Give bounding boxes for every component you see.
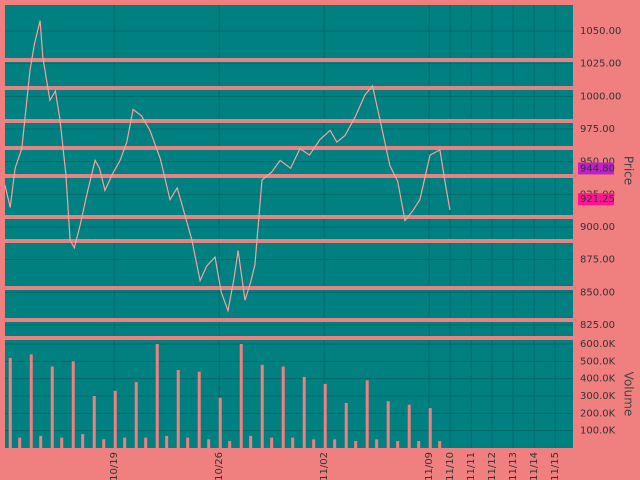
- y-tick-label: 500.0K: [580, 356, 616, 367]
- volume-bar: [270, 437, 274, 448]
- volume-bar: [302, 376, 306, 448]
- x-tick-label: 11/02: [319, 452, 330, 480]
- y-axis-label: Price: [622, 156, 636, 185]
- x-tick-label: 11/13: [508, 452, 519, 480]
- volume-bar: [291, 437, 295, 448]
- y-tick-label: 875.00: [580, 255, 615, 266]
- volume-bar: [39, 435, 43, 448]
- y-tick-label: 1000.00: [580, 91, 621, 102]
- volume-bar: [260, 364, 264, 448]
- volume-bar: [29, 354, 33, 448]
- volume-bar: [60, 437, 64, 448]
- volume-bar: [249, 435, 253, 448]
- price-marker: [578, 162, 614, 175]
- x-tick-label: 11/14: [529, 452, 540, 480]
- volume-bar: [155, 343, 159, 448]
- y-tick-label: 1025.00: [580, 59, 621, 70]
- volume-bar: [197, 371, 201, 448]
- y-axis-label: Volume: [622, 372, 636, 417]
- volume-bar: [165, 435, 169, 448]
- x-tick-label: 10/26: [214, 452, 225, 480]
- volume-bar: [386, 401, 390, 448]
- volume-bar: [92, 395, 96, 448]
- price-line: [4, 20, 451, 313]
- y-tick-label: 400.0K: [580, 374, 616, 385]
- volume-bar: [18, 437, 22, 448]
- volume-bar: [323, 383, 327, 448]
- volume-bar: [207, 439, 211, 448]
- volume-bar: [8, 357, 12, 448]
- volume-bar: [144, 437, 148, 448]
- x-tick-label: 11/15: [550, 452, 561, 480]
- x-tick-label: 10/19: [109, 452, 120, 480]
- volume-bar: [354, 441, 358, 448]
- volume-bar: [186, 437, 190, 448]
- volume-bar: [102, 439, 106, 448]
- volume-bar: [438, 441, 442, 448]
- y-tick-label: 300.0K: [580, 391, 616, 402]
- volume-bar: [71, 361, 75, 448]
- volume-bar: [312, 439, 316, 448]
- volume-bar: [375, 439, 379, 448]
- volume-bar: [218, 397, 222, 448]
- volume-bar: [134, 382, 138, 448]
- volume-bar: [50, 366, 54, 448]
- volume-bar: [417, 441, 421, 448]
- price-marker-label: 921.25: [580, 194, 615, 205]
- volume-bar: [365, 380, 369, 448]
- volume-bar: [428, 408, 432, 448]
- volume-bar: [81, 434, 85, 448]
- x-tick-label: 11/10: [445, 452, 456, 480]
- y-tick-label: 1050.00: [580, 26, 621, 37]
- x-tick-label: 11/09: [424, 452, 435, 480]
- volume-bar: [344, 402, 348, 448]
- y-tick-label: 900.00: [580, 222, 615, 233]
- volume-bar: [113, 390, 117, 448]
- y-tick-label: 950.00: [580, 157, 615, 168]
- volume-bar: [239, 343, 243, 448]
- price-marker-label: 944.80: [580, 163, 615, 174]
- volume-bar: [123, 437, 127, 448]
- volume-bar: [281, 366, 285, 448]
- volume-bar: [228, 441, 232, 448]
- volume-bar: [396, 441, 400, 448]
- y-tick-label: 600.0K: [580, 339, 616, 350]
- volume-bar: [333, 439, 337, 448]
- y-tick-label: 100.0K: [580, 426, 616, 437]
- volume-bar: [176, 369, 180, 448]
- y-tick-label: 200.0K: [580, 408, 616, 419]
- x-tick-label: 11/11: [466, 452, 477, 480]
- price-marker: [578, 193, 614, 206]
- panel: [5, 340, 573, 448]
- y-tick-label: 850.00: [580, 287, 615, 298]
- y-tick-label: 975.00: [580, 124, 615, 135]
- volume-bar: [407, 404, 411, 448]
- x-tick-label: 11/12: [487, 452, 498, 480]
- y-tick-label: 825.00: [580, 320, 615, 331]
